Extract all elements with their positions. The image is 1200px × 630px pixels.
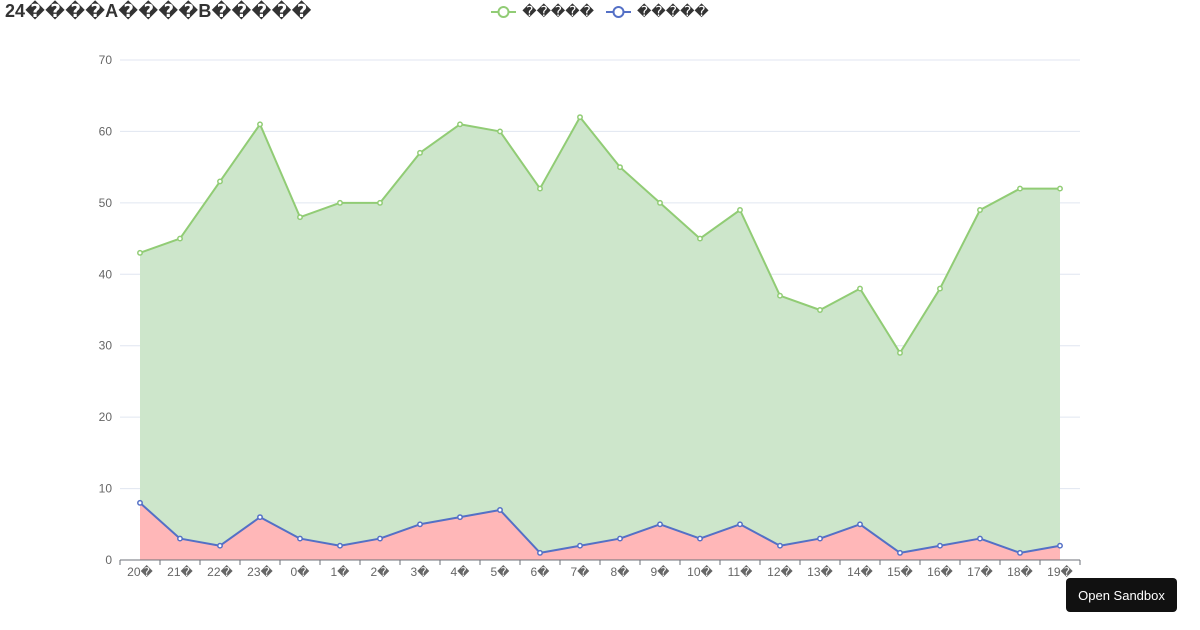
x-tick-label: 0� xyxy=(291,565,311,579)
series-1-point xyxy=(257,121,263,128)
series-1-point xyxy=(417,149,423,156)
series-2-point xyxy=(297,535,303,542)
x-tick-label: 9� xyxy=(651,565,671,579)
y-tick-label: 10 xyxy=(99,482,113,496)
series-1-point xyxy=(177,235,183,242)
legend: ����� ����� xyxy=(0,3,1200,20)
series-2-point xyxy=(577,542,583,549)
x-tick-label: 19� xyxy=(1047,565,1073,579)
series-1-point xyxy=(977,207,983,213)
y-tick-label: 20 xyxy=(99,410,113,424)
series-1-point xyxy=(337,199,343,206)
series-2-point xyxy=(457,514,463,521)
x-tick-label: 2� xyxy=(371,565,391,579)
series-1-point xyxy=(297,214,303,221)
series-1-point xyxy=(577,114,583,121)
legend-marker-series-1-icon xyxy=(491,5,517,18)
series-2-line xyxy=(139,502,1061,554)
series-1-point xyxy=(1017,185,1023,192)
series-1-point xyxy=(137,249,143,256)
series-2-point xyxy=(417,521,423,528)
series-2-point xyxy=(977,535,983,542)
series-1-point xyxy=(657,199,663,206)
series-2-point xyxy=(217,542,223,549)
y-tick-label: 40 xyxy=(99,267,113,281)
series-1-point xyxy=(897,349,903,356)
legend-item-series-2[interactable]: ����� xyxy=(606,3,709,20)
x-tick-label: 8� xyxy=(611,565,631,579)
series-1-point xyxy=(217,178,223,185)
series-1-point xyxy=(857,285,863,292)
x-tick-label: 22� xyxy=(207,565,233,579)
y-tick-label: 0 xyxy=(105,553,112,567)
series-2-point xyxy=(497,507,503,513)
y-tick-label: 50 xyxy=(99,196,113,210)
series-2-point xyxy=(537,549,543,556)
legend-marker-series-2-icon xyxy=(606,5,631,18)
y-tick-label: 60 xyxy=(99,124,113,138)
series-2-point xyxy=(737,521,743,528)
x-tick-label: 13� xyxy=(807,565,833,579)
series-2-point xyxy=(817,535,823,542)
series-2-point xyxy=(697,535,703,542)
x-tick-label: 6� xyxy=(531,565,551,579)
series-2-point xyxy=(777,542,783,549)
x-tick-label: 14� xyxy=(847,565,873,579)
series-2-point xyxy=(657,521,663,528)
x-tick-label: 4� xyxy=(451,565,471,579)
y-tick-label: 70 xyxy=(99,53,113,67)
series-2-point xyxy=(377,535,383,542)
series-2-point xyxy=(137,499,143,506)
x-tick-label: 15� xyxy=(887,565,913,579)
series-1-point xyxy=(937,285,943,292)
x-tick-label: 5� xyxy=(491,565,511,579)
series-1-line xyxy=(139,116,1060,354)
series-2-point xyxy=(1057,542,1063,549)
x-tick-label: 18� xyxy=(1007,565,1033,579)
series-1-point xyxy=(777,292,783,299)
x-tick-label: 23� xyxy=(247,565,273,579)
series-1-point xyxy=(537,185,543,192)
series-2-point xyxy=(337,542,343,549)
series-1-point xyxy=(377,199,383,206)
series-1-point xyxy=(1057,185,1063,192)
series-2-point xyxy=(257,514,263,521)
x-tick-label: 17� xyxy=(967,565,993,579)
x-tick-label: 11� xyxy=(728,565,753,579)
legend-label-series-2: ����� xyxy=(637,3,709,19)
series-2-point xyxy=(617,535,623,542)
open-sandbox-button[interactable]: Open Sandbox xyxy=(1066,578,1177,612)
x-tick-label: 10� xyxy=(687,565,713,579)
x-tick-label: 1� xyxy=(331,565,351,579)
series-2-area xyxy=(140,502,1060,560)
series-2-point xyxy=(937,542,943,549)
chart-title: 24����A����B����� xyxy=(5,1,312,21)
x-tick-label: 21� xyxy=(167,565,193,579)
x-tick-label: 12� xyxy=(767,565,793,579)
series-1-point xyxy=(697,235,703,242)
series-1-point xyxy=(457,121,463,128)
series-2-point xyxy=(897,549,903,556)
legend-label-series-1: ����� xyxy=(522,3,594,19)
x-tick-label: 3� xyxy=(411,565,431,579)
x-tick-label: 7� xyxy=(571,565,591,579)
series-1-area xyxy=(140,117,1060,561)
series-1-point xyxy=(497,128,503,135)
series-1-point xyxy=(737,207,743,213)
series-1-point xyxy=(817,307,823,313)
series-2-point xyxy=(177,535,183,542)
series-1-point xyxy=(617,164,623,171)
series-2-point xyxy=(857,521,863,528)
x-tick-label: 20� xyxy=(127,565,153,579)
y-tick-label: 30 xyxy=(99,339,113,353)
series-2-point xyxy=(1017,549,1023,556)
legend-item-series-1[interactable]: ����� xyxy=(491,3,594,20)
x-tick-label: 16� xyxy=(927,565,953,579)
